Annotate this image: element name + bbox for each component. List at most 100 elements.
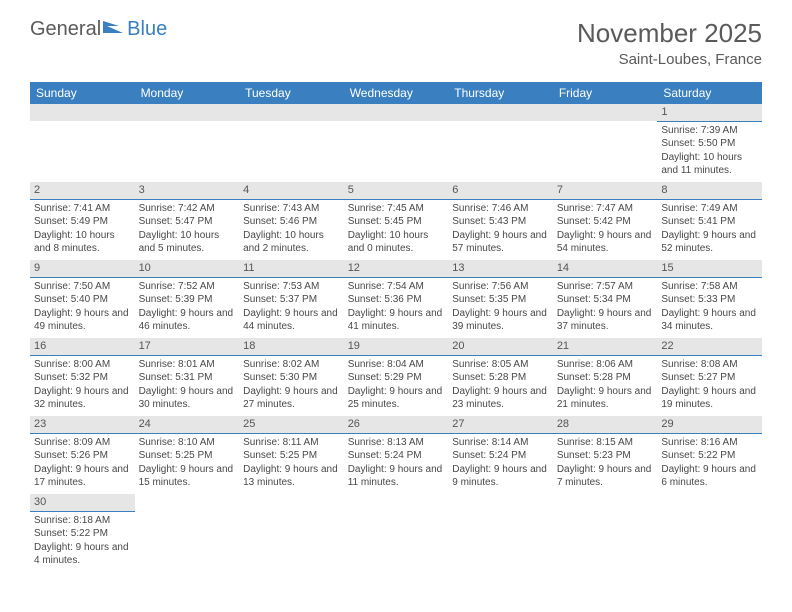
day-details: Sunrise: 7:58 AMSunset: 5:33 PMDaylight:… xyxy=(657,278,762,338)
day-details: Sunrise: 8:04 AMSunset: 5:29 PMDaylight:… xyxy=(344,356,449,416)
calendar-cell: 26Sunrise: 8:13 AMSunset: 5:24 PMDayligh… xyxy=(344,416,449,494)
day-details: Sunrise: 8:01 AMSunset: 5:31 PMDaylight:… xyxy=(135,356,240,416)
calendar-cell xyxy=(239,494,344,572)
daylight-line: Daylight: 9 hours and 4 minutes. xyxy=(34,541,131,568)
calendar-row: 16Sunrise: 8:00 AMSunset: 5:32 PMDayligh… xyxy=(30,338,762,416)
sunrise-line: Sunrise: 8:05 AM xyxy=(452,358,549,372)
sunrise-line: Sunrise: 8:00 AM xyxy=(34,358,131,372)
sunset-line: Sunset: 5:29 PM xyxy=(348,371,445,385)
sunrise-line: Sunrise: 7:39 AM xyxy=(661,124,758,138)
calendar-row: 30Sunrise: 8:18 AMSunset: 5:22 PMDayligh… xyxy=(30,494,762,572)
calendar-cell xyxy=(239,104,344,182)
day-details: Sunrise: 7:57 AMSunset: 5:34 PMDaylight:… xyxy=(553,278,658,338)
day-details: Sunrise: 7:56 AMSunset: 5:35 PMDaylight:… xyxy=(448,278,553,338)
daylight-line: Daylight: 9 hours and 37 minutes. xyxy=(557,307,654,334)
day-details: Sunrise: 7:42 AMSunset: 5:47 PMDaylight:… xyxy=(135,200,240,260)
column-header: Sunday xyxy=(30,82,135,104)
day-number: 25 xyxy=(239,416,344,434)
flag-icon xyxy=(103,18,125,41)
calendar-cell: 8Sunrise: 7:49 AMSunset: 5:41 PMDaylight… xyxy=(657,182,762,260)
sunset-line: Sunset: 5:22 PM xyxy=(34,527,131,541)
daylight-line: Daylight: 10 hours and 2 minutes. xyxy=(243,229,340,256)
calendar-cell: 29Sunrise: 8:16 AMSunset: 5:22 PMDayligh… xyxy=(657,416,762,494)
empty-cell xyxy=(135,104,240,121)
sunrise-line: Sunrise: 7:56 AM xyxy=(452,280,549,294)
day-details: Sunrise: 7:46 AMSunset: 5:43 PMDaylight:… xyxy=(448,200,553,260)
sunrise-line: Sunrise: 8:14 AM xyxy=(452,436,549,450)
sunset-line: Sunset: 5:39 PM xyxy=(139,293,236,307)
calendar-cell xyxy=(448,104,553,182)
daylight-line: Daylight: 10 hours and 5 minutes. xyxy=(139,229,236,256)
day-number: 10 xyxy=(135,260,240,278)
calendar-cell: 5Sunrise: 7:45 AMSunset: 5:45 PMDaylight… xyxy=(344,182,449,260)
sunrise-line: Sunrise: 7:58 AM xyxy=(661,280,758,294)
sunrise-line: Sunrise: 7:49 AM xyxy=(661,202,758,216)
title-block: November 2025 Saint-Loubes, France xyxy=(577,18,762,68)
calendar-cell: 18Sunrise: 8:02 AMSunset: 5:30 PMDayligh… xyxy=(239,338,344,416)
calendar-cell: 4Sunrise: 7:43 AMSunset: 5:46 PMDaylight… xyxy=(239,182,344,260)
day-details: Sunrise: 7:52 AMSunset: 5:39 PMDaylight:… xyxy=(135,278,240,338)
day-number: 15 xyxy=(657,260,762,278)
sunset-line: Sunset: 5:42 PM xyxy=(557,215,654,229)
calendar-cell: 12Sunrise: 7:54 AMSunset: 5:36 PMDayligh… xyxy=(344,260,449,338)
sunrise-line: Sunrise: 8:16 AM xyxy=(661,436,758,450)
calendar-cell: 7Sunrise: 7:47 AMSunset: 5:42 PMDaylight… xyxy=(553,182,658,260)
sunrise-line: Sunrise: 7:43 AM xyxy=(243,202,340,216)
sunrise-line: Sunrise: 7:41 AM xyxy=(34,202,131,216)
day-number: 23 xyxy=(30,416,135,434)
calendar-cell xyxy=(135,494,240,572)
calendar-head: SundayMondayTuesdayWednesdayThursdayFrid… xyxy=(30,82,762,104)
calendar-cell: 16Sunrise: 8:00 AMSunset: 5:32 PMDayligh… xyxy=(30,338,135,416)
day-details: Sunrise: 7:41 AMSunset: 5:49 PMDaylight:… xyxy=(30,200,135,260)
sunrise-line: Sunrise: 7:57 AM xyxy=(557,280,654,294)
sunrise-line: Sunrise: 8:10 AM xyxy=(139,436,236,450)
day-number: 29 xyxy=(657,416,762,434)
day-number: 3 xyxy=(135,182,240,200)
calendar-cell: 24Sunrise: 8:10 AMSunset: 5:25 PMDayligh… xyxy=(135,416,240,494)
calendar-cell: 30Sunrise: 8:18 AMSunset: 5:22 PMDayligh… xyxy=(30,494,135,572)
sunset-line: Sunset: 5:47 PM xyxy=(139,215,236,229)
daylight-line: Daylight: 9 hours and 9 minutes. xyxy=(452,463,549,490)
daylight-line: Daylight: 9 hours and 54 minutes. xyxy=(557,229,654,256)
logo: General Blue xyxy=(30,18,167,41)
sunset-line: Sunset: 5:36 PM xyxy=(348,293,445,307)
sunset-line: Sunset: 5:34 PM xyxy=(557,293,654,307)
sunset-line: Sunset: 5:40 PM xyxy=(34,293,131,307)
sunrise-line: Sunrise: 8:15 AM xyxy=(557,436,654,450)
daylight-line: Daylight: 9 hours and 25 minutes. xyxy=(348,385,445,412)
day-details: Sunrise: 8:16 AMSunset: 5:22 PMDaylight:… xyxy=(657,434,762,494)
day-number: 19 xyxy=(344,338,449,356)
sunset-line: Sunset: 5:32 PM xyxy=(34,371,131,385)
daylight-line: Daylight: 9 hours and 21 minutes. xyxy=(557,385,654,412)
calendar-row: 23Sunrise: 8:09 AMSunset: 5:26 PMDayligh… xyxy=(30,416,762,494)
calendar-row: 2Sunrise: 7:41 AMSunset: 5:49 PMDaylight… xyxy=(30,182,762,260)
daylight-line: Daylight: 10 hours and 0 minutes. xyxy=(348,229,445,256)
day-number: 22 xyxy=(657,338,762,356)
daylight-line: Daylight: 9 hours and 52 minutes. xyxy=(661,229,758,256)
logo-text-blue: Blue xyxy=(127,18,167,41)
sunrise-line: Sunrise: 8:06 AM xyxy=(557,358,654,372)
day-number: 11 xyxy=(239,260,344,278)
column-header: Monday xyxy=(135,82,240,104)
sunrise-line: Sunrise: 7:54 AM xyxy=(348,280,445,294)
sunset-line: Sunset: 5:49 PM xyxy=(34,215,131,229)
daylight-line: Daylight: 10 hours and 8 minutes. xyxy=(34,229,131,256)
logo-text-general: General xyxy=(30,18,101,41)
day-number: 28 xyxy=(553,416,658,434)
day-number: 6 xyxy=(448,182,553,200)
sunset-line: Sunset: 5:35 PM xyxy=(452,293,549,307)
sunset-line: Sunset: 5:41 PM xyxy=(661,215,758,229)
calendar-cell: 1Sunrise: 7:39 AMSunset: 5:50 PMDaylight… xyxy=(657,104,762,182)
calendar-row: 9Sunrise: 7:50 AMSunset: 5:40 PMDaylight… xyxy=(30,260,762,338)
location: Saint-Loubes, France xyxy=(577,51,762,68)
day-details: Sunrise: 8:05 AMSunset: 5:28 PMDaylight:… xyxy=(448,356,553,416)
calendar-cell: 22Sunrise: 8:08 AMSunset: 5:27 PMDayligh… xyxy=(657,338,762,416)
day-number: 4 xyxy=(239,182,344,200)
daylight-line: Daylight: 9 hours and 11 minutes. xyxy=(348,463,445,490)
sunset-line: Sunset: 5:28 PM xyxy=(557,371,654,385)
daylight-line: Daylight: 9 hours and 39 minutes. xyxy=(452,307,549,334)
calendar-cell: 13Sunrise: 7:56 AMSunset: 5:35 PMDayligh… xyxy=(448,260,553,338)
calendar-body: 1Sunrise: 7:39 AMSunset: 5:50 PMDaylight… xyxy=(30,104,762,572)
sunrise-line: Sunrise: 8:04 AM xyxy=(348,358,445,372)
daylight-line: Daylight: 9 hours and 19 minutes. xyxy=(661,385,758,412)
